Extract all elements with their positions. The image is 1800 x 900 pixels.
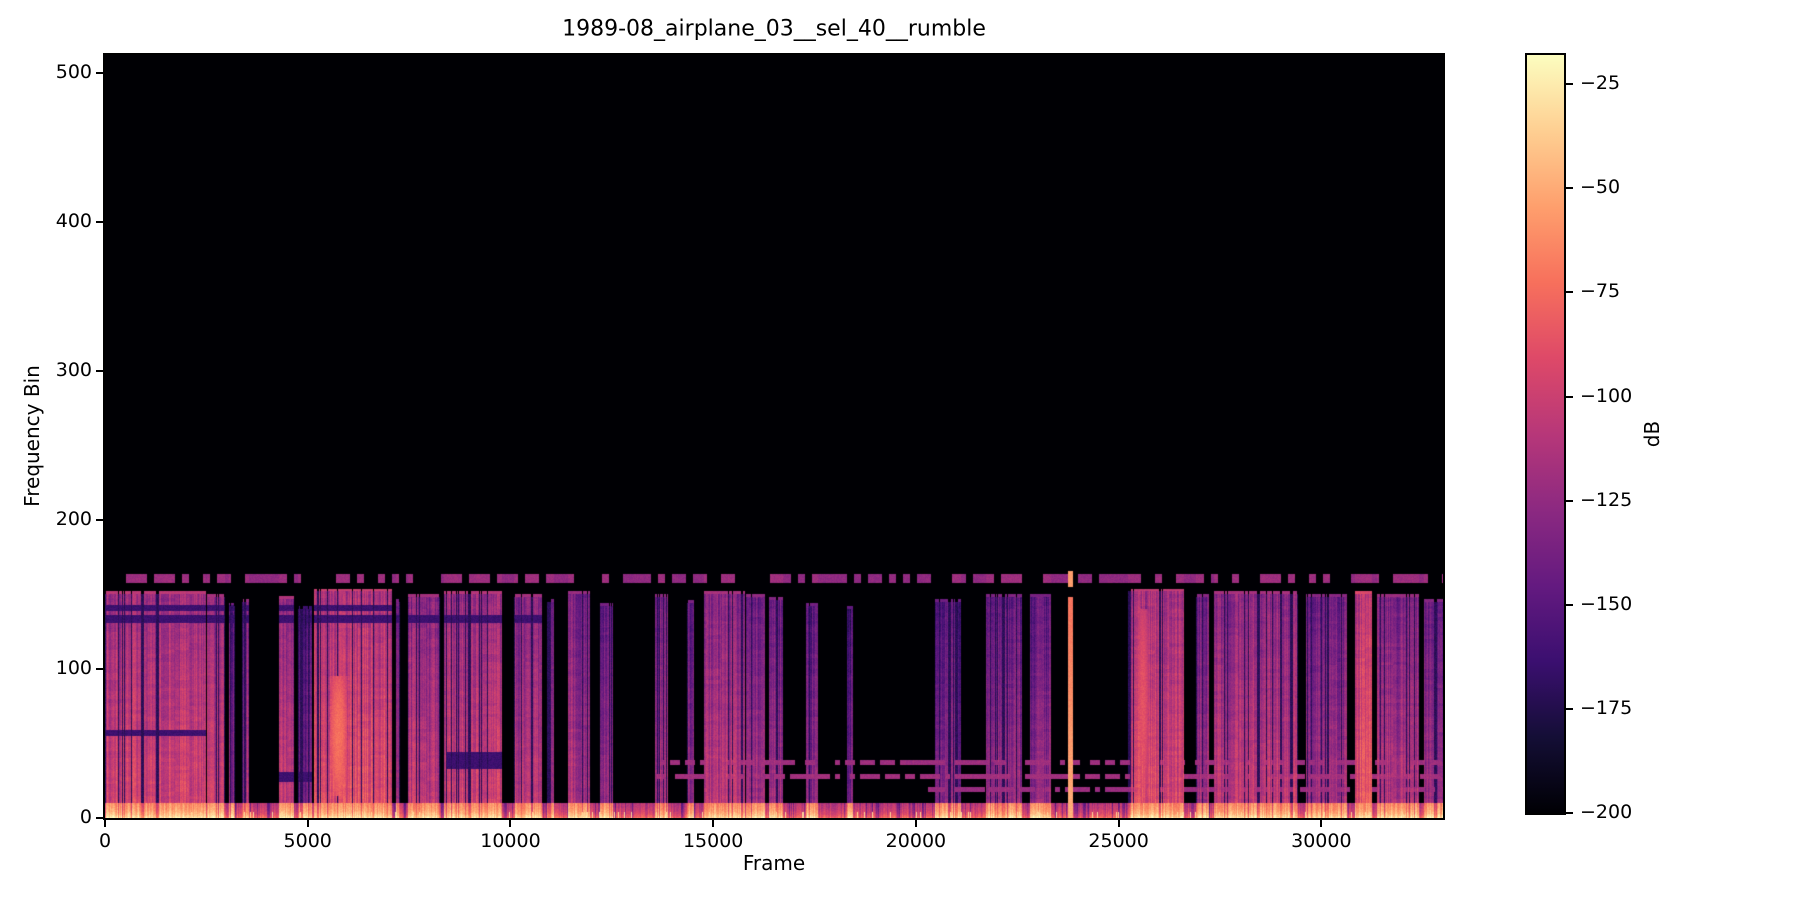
colorbar-tick-mark	[1566, 291, 1573, 294]
y-tick-label: 500	[55, 60, 92, 83]
y-tick-mark	[96, 518, 103, 521]
x-tick-label: 15000	[682, 830, 744, 852]
colorbar-tick-label: −150	[1580, 592, 1633, 615]
colorbar-tick-label: −75	[1580, 280, 1621, 303]
colorbar-tick-mark	[1566, 395, 1573, 398]
colorbar-label: dB	[1640, 420, 1664, 448]
colorbar-tick-mark	[1566, 603, 1573, 606]
chart-title: 1989-08_airplane_03__sel_40__rumble	[562, 16, 986, 42]
colorbar-tick-label: −175	[1580, 696, 1633, 719]
colorbar-tick-mark	[1566, 499, 1573, 502]
colorbar-tick-mark	[1566, 83, 1573, 86]
y-tick-label: 200	[55, 507, 92, 530]
x-tick-label: 25000	[1088, 830, 1149, 852]
x-tick-mark	[914, 820, 917, 827]
x-tick-mark	[509, 820, 512, 827]
x-tick-mark	[306, 820, 309, 827]
x-tick-label: 10000	[480, 830, 541, 852]
x-tick-mark	[712, 820, 715, 827]
y-tick-label: 300	[55, 358, 92, 381]
colorbar-tick-label: −200	[1580, 801, 1633, 823]
y-axis-label: Frequency Bin	[20, 365, 44, 507]
y-tick-mark	[96, 817, 103, 819]
colorbar-tick-mark	[1566, 187, 1573, 190]
x-tick-label: 0	[98, 830, 112, 852]
x-tick-mark	[1320, 820, 1323, 827]
colorbar-tick-label: −100	[1580, 384, 1633, 407]
colorbar-tick-mark	[1566, 812, 1573, 814]
x-tick-label: 30000	[1291, 830, 1352, 852]
spectrogram-canvas	[105, 55, 1443, 818]
y-tick-mark	[96, 369, 103, 372]
x-axis-label: Frame	[742, 851, 806, 875]
colorbar-tick-label: −50	[1580, 176, 1621, 199]
y-tick-label: 100	[55, 656, 92, 679]
x-tick-label: 5000	[283, 830, 332, 852]
colorbar-tick-label: −125	[1580, 488, 1633, 511]
x-tick-mark	[1117, 820, 1120, 827]
y-tick-mark	[96, 71, 103, 74]
colorbar-tick-label: −25	[1580, 72, 1621, 95]
y-tick-mark	[96, 220, 103, 223]
y-tick-mark	[96, 667, 103, 670]
y-tick-label: 400	[55, 209, 92, 232]
y-tick-label: 0	[79, 806, 92, 828]
colorbar-gradient	[1527, 55, 1564, 813]
x-tick-mark	[104, 820, 106, 827]
colorbar	[1525, 53, 1566, 815]
plot-area	[103, 53, 1445, 820]
x-tick-label: 20000	[885, 830, 947, 852]
colorbar-tick-mark	[1566, 707, 1573, 710]
